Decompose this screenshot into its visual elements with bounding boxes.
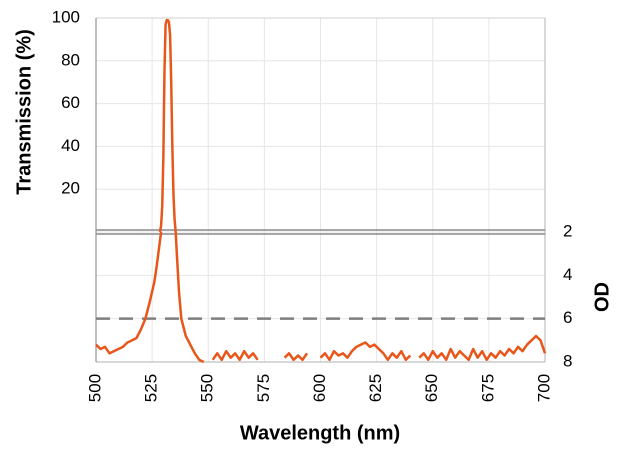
x-axis-title: Wavelength (nm): [240, 422, 400, 444]
y2-tick-label: 4: [563, 265, 572, 284]
y-axis-title: Transmission (%): [13, 29, 35, 195]
x-tick-label: 625: [366, 374, 385, 402]
x-tick-label: 550: [198, 374, 217, 402]
data-line: [95, 231, 547, 364]
y-tick-label: 60: [61, 93, 80, 112]
y2-tick-label: 6: [563, 308, 572, 327]
x-tick-label: 600: [310, 374, 329, 402]
data-line: [158, 18, 177, 233]
x-tick-label: 575: [254, 374, 273, 402]
y-tick-label: 20: [61, 179, 80, 198]
y2-axis-title: OD: [591, 282, 613, 312]
y-tick-label: 100: [52, 7, 80, 26]
y-tick-label: 40: [61, 136, 80, 155]
y-tick-label: 80: [61, 50, 80, 69]
x-tick-label: 675: [478, 374, 497, 402]
x-tick-label: 500: [85, 374, 104, 402]
x-tick-label: 525: [142, 374, 161, 402]
y2-tick-label: 2: [563, 221, 572, 240]
y2-tick-label: 8: [563, 351, 572, 370]
x-tick-label: 650: [422, 374, 441, 402]
x-tick-label: 700: [534, 374, 553, 402]
